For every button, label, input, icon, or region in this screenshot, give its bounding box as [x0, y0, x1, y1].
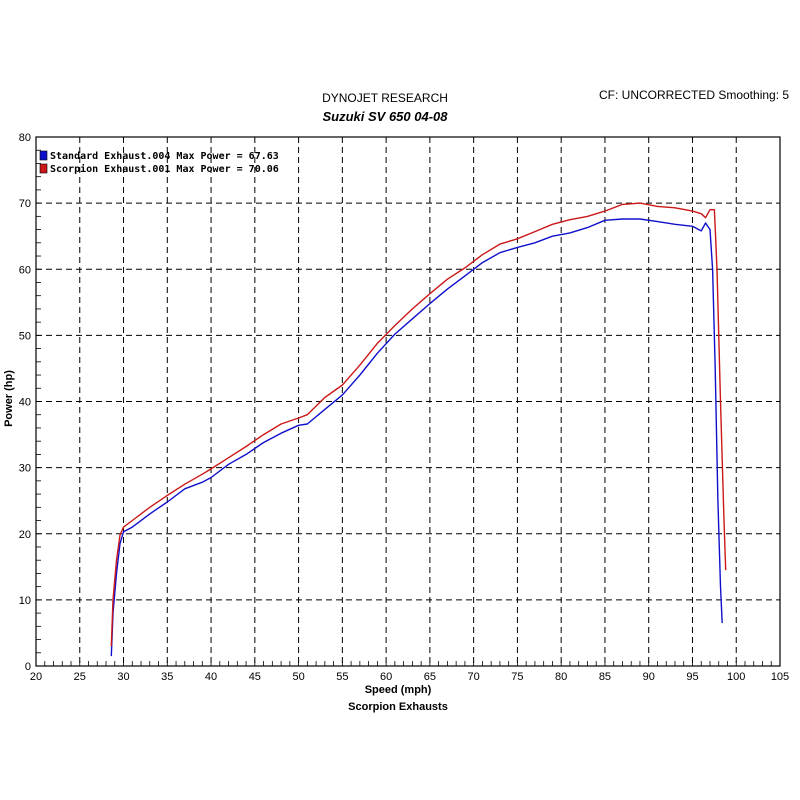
x-tick-label: 25: [74, 671, 86, 683]
y-tick-label: 10: [19, 595, 31, 607]
series-line-2: [110, 202, 727, 647]
y-tick-label: 20: [19, 529, 31, 541]
x-tick-labels: 20 25 30 35 40 45 50 55 60 65 70 75 80 85 90 95 100 105: [30, 671, 789, 683]
y-tick-label: 40: [19, 397, 31, 409]
chart-title: DYNOJET RESEARCH: [322, 91, 448, 105]
y-axis-label: Power (hp): [3, 370, 15, 427]
y-tick-label: 30: [19, 463, 31, 475]
plot-frame: [35, 136, 781, 667]
x-tick-label: 80: [555, 671, 567, 683]
series-lines: [110, 202, 727, 657]
legend-entry-1: Standard Exhaust.004 Max Power = 67.63: [50, 151, 279, 162]
series-line-1: [110, 218, 723, 657]
chart-subtitle: Suzuki SV 650 04-08: [322, 109, 448, 124]
x-tick-label: 55: [336, 671, 348, 683]
x-axis-label: Speed (mph): [365, 684, 432, 696]
grid-lines: [36, 137, 780, 666]
x-tick-label: 85: [599, 671, 611, 683]
x-tick-label: 70: [468, 671, 480, 683]
legend-swatch-2: [39, 163, 48, 174]
x-tick-label: 65: [424, 671, 436, 683]
chart-footer: Scorpion Exhausts: [348, 701, 448, 713]
legend-swatch-1: [39, 150, 48, 161]
x-tick-label: 95: [686, 671, 698, 683]
minor-ticks: [35, 136, 781, 667]
x-tick-label: 35: [161, 671, 173, 683]
y-tick-label: 70: [19, 198, 31, 210]
y-tick-label: 0: [25, 661, 31, 673]
y-tick-label: 50: [19, 330, 31, 342]
x-tick-label: 75: [511, 671, 523, 683]
x-tick-label: 30: [117, 671, 129, 683]
x-tick-label: 45: [249, 671, 261, 683]
legend: Standard Exhaust.004 Max Power = 67.63Sc…: [39, 150, 279, 175]
x-tick-label: 50: [292, 671, 304, 683]
legend-entry-2: Scorpion Exhaust.001 Max Power = 70.06: [50, 163, 279, 175]
y-tick-labels: 0 10 20 30 40 50 60 70 80: [19, 132, 31, 673]
x-tick-label: 90: [643, 671, 655, 683]
x-tick-label: 105: [771, 671, 789, 683]
x-tick-label: 40: [205, 671, 217, 683]
y-tick-label: 60: [19, 264, 31, 276]
x-tick-label: 20: [30, 671, 42, 683]
x-tick-label: 100: [727, 671, 745, 683]
y-tick-label: 80: [19, 132, 31, 144]
correction-info: CF: UNCORRECTED Smoothing: 5: [599, 88, 790, 102]
x-tick-label: 60: [380, 671, 392, 683]
